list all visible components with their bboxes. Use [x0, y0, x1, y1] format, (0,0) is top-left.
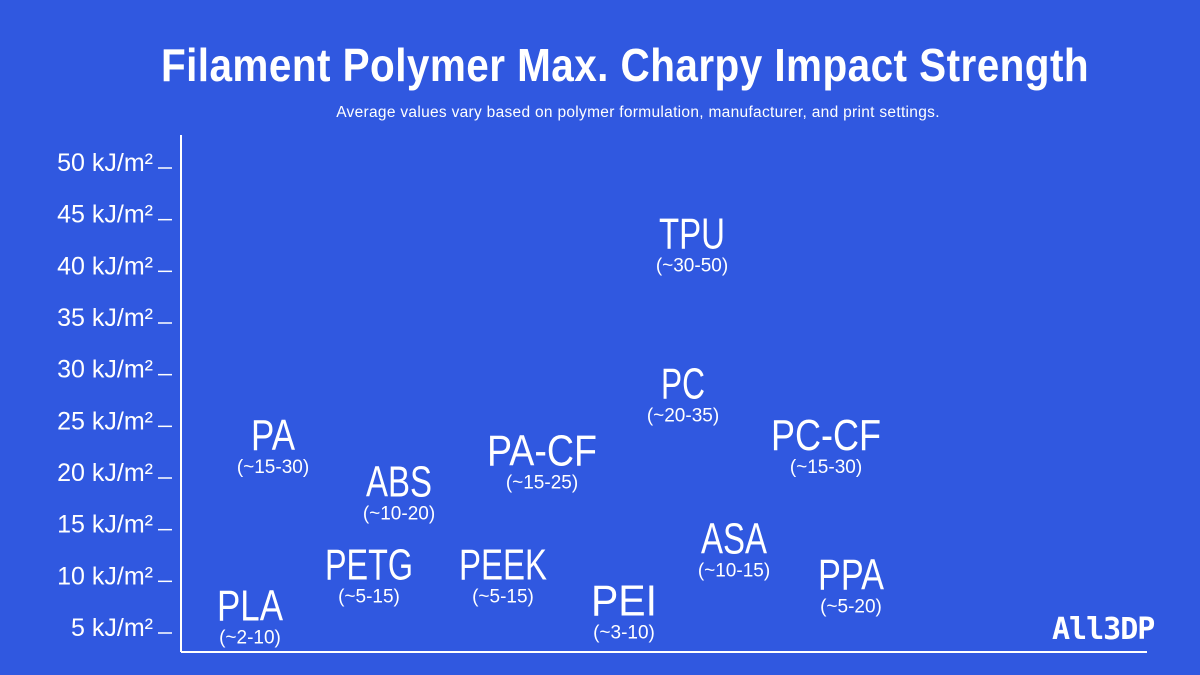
y-tick-label: 40 kJ/m²	[57, 252, 153, 280]
y-tick-label: 45 kJ/m²	[57, 201, 153, 229]
y-tick-label: 50 kJ/m²	[57, 149, 153, 177]
point-label-ppa: PPA	[818, 551, 885, 600]
point-label-tpu: TPU	[659, 210, 725, 259]
y-tick-label: 20 kJ/m²	[57, 459, 153, 487]
point-range-asa: (~10-15)	[698, 561, 770, 582]
all3dp-logo: All3DP	[1052, 612, 1155, 647]
point-label-asa: ASA	[701, 515, 767, 564]
point-label-pa: PA	[251, 411, 296, 460]
y-tick-label: 25 kJ/m²	[57, 407, 153, 435]
y-tick-label: 5 kJ/m²	[71, 614, 153, 642]
point-range-peek: (~5-15)	[472, 586, 534, 607]
y-tick-label: 15 kJ/m²	[57, 511, 153, 539]
y-tick-label: 10 kJ/m²	[57, 562, 153, 590]
point-label-pc: PC	[661, 360, 705, 409]
point-label-pc-cf: PC-CF	[771, 411, 881, 460]
point-label-pla: PLA	[217, 582, 284, 631]
point-range-pa-cf: (~15-25)	[506, 473, 578, 494]
point-range-pa: (~15-30)	[237, 457, 309, 478]
point-range-abs: (~10-20)	[363, 504, 435, 525]
point-range-pc-cf: (~15-30)	[790, 457, 862, 478]
chart-title: Filament Polymer Max. Charpy Impact Stre…	[160, 39, 1090, 91]
point-range-pla: (~2-10)	[219, 628, 281, 649]
point-range-pc: (~20-35)	[647, 406, 719, 427]
point-range-tpu: (~30-50)	[656, 256, 728, 277]
y-tick-label: 35 kJ/m²	[57, 304, 153, 332]
chart-subtitle: Average values vary based on polymer for…	[336, 104, 940, 121]
point-label-pei: PEI	[591, 577, 657, 626]
point-range-petg: (~5-15)	[338, 586, 400, 607]
point-label-peek: PEEK	[459, 540, 547, 589]
point-range-ppa: (~5-20)	[820, 597, 882, 618]
point-label-abs: ABS	[366, 458, 432, 507]
point-label-pa-cf: PA-CF	[487, 427, 597, 476]
point-range-pei: (~3-10)	[593, 623, 655, 644]
point-label-petg: PETG	[325, 540, 413, 589]
y-tick-label: 30 kJ/m²	[57, 356, 153, 384]
